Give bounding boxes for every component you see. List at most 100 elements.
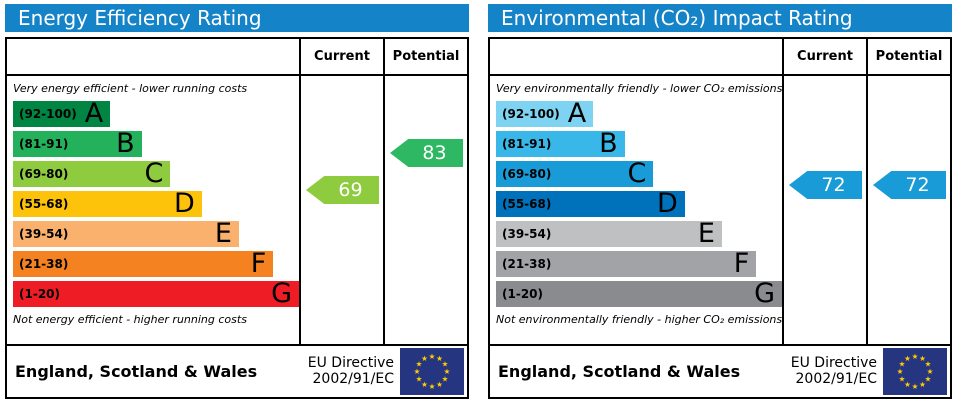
svg-text:★: ★ — [429, 352, 436, 361]
svg-text:★: ★ — [442, 360, 449, 369]
potential-rating-arrow: 72 — [873, 171, 946, 199]
svg-text:★: ★ — [414, 367, 421, 376]
band-range-label: (92-100) — [19, 107, 77, 121]
potential-rating-arrow: 83 — [390, 139, 463, 167]
footer-region-label: England, Scotland & Wales — [15, 362, 258, 381]
band-letter: B — [599, 128, 618, 159]
column-header-potential: Potential — [383, 39, 467, 74]
band-e: (39-54) E — [13, 218, 239, 249]
band-letter: F — [733, 248, 750, 279]
band-d: (55-68) D — [13, 188, 202, 219]
band-c: (69-80) C — [496, 158, 654, 189]
svg-text:★: ★ — [442, 375, 449, 384]
bottom-note: Not environmentally friendly - higher CO… — [496, 313, 782, 326]
panel-energy-efficiency: Energy Efficiency Rating Current Potenti… — [5, 4, 469, 404]
svg-text:★: ★ — [927, 367, 934, 376]
column-header-current: Current — [299, 39, 383, 74]
band-range-label: (39-54) — [19, 227, 69, 241]
svg-text:★: ★ — [436, 354, 443, 363]
column-header-current: Current — [782, 39, 866, 74]
eu-directive-line2: 2002/91/EC — [795, 370, 878, 387]
energy-efficiency-title: Energy Efficiency Rating — [5, 4, 469, 32]
band-f: (21-38) F — [496, 248, 757, 279]
band-letter: F — [250, 248, 267, 279]
current-column: 72 — [782, 76, 866, 344]
svg-text:★: ★ — [429, 382, 436, 391]
rating-body: Very environmentally friendly - lower CO… — [490, 76, 950, 344]
bands-column: Very energy efficient - lower running co… — [7, 76, 299, 344]
band-letter: E — [697, 218, 715, 249]
current-column: 69 — [299, 76, 383, 344]
column-header-row: Current Potential — [7, 39, 467, 76]
footer-eu-directive: EU Directive 2002/91/EC — [790, 354, 878, 387]
svg-text:★: ★ — [444, 367, 451, 376]
svg-text:★: ★ — [904, 380, 911, 389]
svg-text:★: ★ — [925, 360, 932, 369]
band-a: (92-100) A — [496, 98, 594, 129]
band-letter: G — [754, 278, 775, 309]
eu-directive-line1: EU Directive — [790, 354, 877, 371]
band-range-label: (1-20) — [502, 287, 543, 301]
eu-flag-icon: ★ ★★ ★★★ ★★★ ★★★ — [883, 348, 947, 395]
chart-footer: England, Scotland & Wales EU Directive 2… — [490, 344, 950, 397]
svg-text:★: ★ — [436, 380, 443, 389]
svg-text:★: ★ — [919, 354, 926, 363]
chart-footer: England, Scotland & Wales EU Directive 2… — [7, 344, 467, 397]
band-range-label: (69-80) — [19, 167, 69, 181]
eu-directive-line1: EU Directive — [307, 354, 394, 371]
rating-body: Very energy efficient - lower running co… — [7, 76, 467, 344]
svg-text:★: ★ — [416, 360, 423, 369]
header-spacer-cell — [490, 39, 782, 74]
svg-text:★: ★ — [904, 354, 911, 363]
svg-text:★: ★ — [899, 360, 906, 369]
band-range-label: (1-20) — [19, 287, 60, 301]
band-letter: A — [84, 98, 104, 129]
panel-co2-impact: Environmental (CO₂) Impact Rating Curren… — [488, 4, 952, 404]
bottom-note: Not energy efficient - higher running co… — [13, 313, 247, 326]
band-letter: G — [271, 278, 292, 309]
band-range-label: (55-68) — [502, 197, 552, 211]
bands-column: Very environmentally friendly - lower CO… — [490, 76, 782, 344]
svg-text:★: ★ — [897, 367, 904, 376]
svg-text:★: ★ — [899, 375, 906, 384]
band-a: (92-100) A — [13, 98, 111, 129]
current-rating-arrow: 69 — [306, 176, 379, 204]
band-letter: E — [214, 218, 232, 249]
band-letter: C — [627, 158, 647, 189]
band-range-label: (55-68) — [19, 197, 69, 211]
band-letter: A — [567, 98, 587, 129]
column-header-potential: Potential — [866, 39, 950, 74]
band-range-label: (39-54) — [502, 227, 552, 241]
potential-column: 72 — [866, 76, 950, 344]
svg-text:★: ★ — [925, 375, 932, 384]
band-g: (1-20) G — [496, 278, 782, 309]
band-letter: C — [144, 158, 164, 189]
co2-impact-title: Environmental (CO₂) Impact Rating — [488, 4, 952, 32]
band-range-label: (92-100) — [502, 107, 560, 121]
top-note: Very environmentally friendly - lower CO… — [496, 82, 782, 95]
band-f: (21-38) F — [13, 248, 274, 279]
band-letter: D — [173, 188, 195, 219]
band-range-label: (21-38) — [19, 257, 69, 271]
footer-eu-directive: EU Directive 2002/91/EC — [307, 354, 395, 387]
band-letter: D — [656, 188, 678, 219]
eu-directive-line2: 2002/91/EC — [312, 370, 395, 387]
band-b: (81-91) B — [13, 128, 142, 159]
header-spacer-cell — [7, 39, 299, 74]
band-b: (81-91) B — [496, 128, 625, 159]
svg-text:★: ★ — [912, 382, 919, 391]
co2-impact-table: Current Potential Very environmentally f… — [488, 37, 952, 399]
svg-text:★: ★ — [912, 352, 919, 361]
top-note: Very energy efficient - lower running co… — [13, 82, 248, 95]
svg-text:★: ★ — [416, 375, 423, 384]
band-letter: B — [116, 128, 135, 159]
band-range-label: (81-91) — [502, 137, 552, 151]
band-range-label: (81-91) — [19, 137, 69, 151]
band-c: (69-80) C — [13, 158, 171, 189]
band-g: (1-20) G — [13, 278, 299, 309]
band-e: (39-54) E — [496, 218, 722, 249]
band-range-label: (69-80) — [502, 167, 552, 181]
band-range-label: (21-38) — [502, 257, 552, 271]
footer-region-label: England, Scotland & Wales — [498, 362, 741, 381]
